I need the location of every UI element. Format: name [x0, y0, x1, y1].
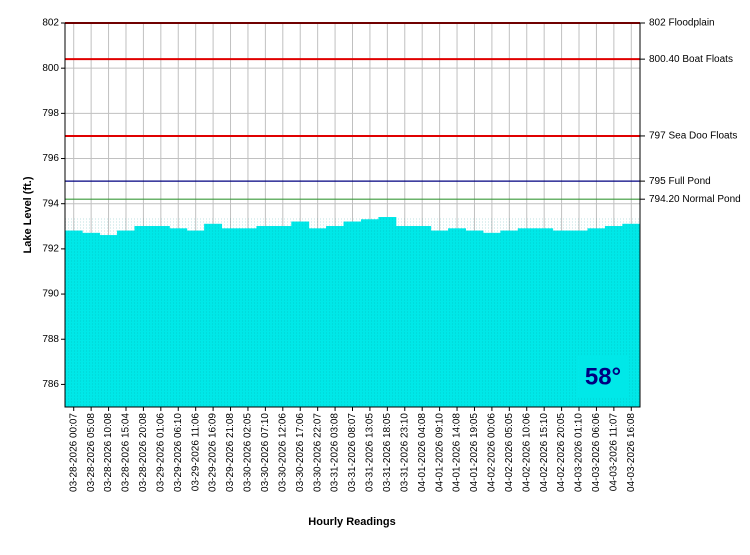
reference-label: 797 Sea Doo Floats: [649, 131, 737, 142]
x-tick-label: 04-02-2026 00:06: [487, 413, 498, 492]
y-tick-label: 798: [42, 108, 59, 119]
x-tick-label: 03-30-2026 07:10: [260, 413, 271, 492]
x-tick-label: 03-30-2026 17:06: [295, 413, 306, 492]
plot-border: [64, 22, 641, 408]
y-tick-label: 796: [42, 153, 59, 164]
reference-label: 802 Floodplain: [649, 18, 715, 29]
bar: [151, 226, 170, 408]
y-axis-label: Lake Level (ft.): [22, 176, 34, 253]
x-tick-label: 04-02-2026 20:05: [556, 413, 567, 492]
y-tick-label: 800: [42, 63, 59, 74]
y-tick-label: 794: [42, 198, 59, 209]
x-tick-label: 03-30-2026 22:07: [312, 413, 323, 492]
x-tick-label: 04-01-2026 04:08: [417, 413, 428, 492]
bar: [64, 230, 83, 408]
y-tick-label: 790: [42, 289, 59, 300]
bar: [395, 226, 414, 408]
bar: [326, 226, 345, 408]
x-tick-label: 04-02-2026 05:05: [504, 413, 515, 492]
x-tick-label: 03-29-2026 21:08: [225, 413, 236, 492]
x-tick-label: 04-01-2026 19:05: [469, 413, 480, 492]
bar: [360, 219, 379, 408]
x-tick-label: 04-03-2026 11:07: [609, 413, 620, 492]
bar: [465, 230, 484, 408]
x-tick-label: 04-02-2026 15:10: [539, 413, 550, 492]
badge: 58°: [585, 363, 621, 390]
x-tick-label: 04-03-2026 01:10: [574, 413, 585, 492]
bar: [517, 228, 536, 408]
x-tick-label: 03-28-2026 20:08: [138, 413, 149, 492]
x-tick-label: 04-03-2026 16:08: [626, 413, 637, 492]
x-tick-label: 03-29-2026 01:06: [155, 413, 166, 492]
y-tick-label: 786: [42, 379, 59, 390]
bar: [117, 230, 135, 408]
x-tick-label: 03-30-2026 12:06: [277, 413, 288, 492]
reference-label: 795 Full Pond: [649, 176, 711, 187]
bar: [99, 235, 118, 408]
bar: [134, 226, 153, 408]
x-tick-label: 04-01-2026 09:10: [434, 413, 445, 492]
x-tick-label: 04-02-2026 10:06: [521, 413, 532, 492]
x-tick-label: 03-28-2026 15:04: [121, 413, 132, 492]
bar: [378, 217, 397, 408]
reference-label: 800.40 Boat Floats: [649, 54, 733, 65]
x-tick-label: 03-29-2026 06:10: [173, 413, 184, 492]
bar: [169, 228, 188, 408]
x-tick-label: 03-29-2026 16:09: [208, 413, 219, 492]
bar: [204, 223, 223, 408]
bar: [343, 221, 362, 408]
bar: [273, 226, 292, 408]
bar: [552, 230, 571, 408]
y-tick-label: 802: [42, 18, 59, 29]
x-tick-label: 03-31-2026 08:07: [347, 413, 358, 492]
bar: [430, 230, 449, 408]
x-tick-label: 03-31-2026 18:05: [382, 413, 393, 492]
x-axis-label: Hourly Readings: [308, 516, 395, 528]
bar: [448, 228, 467, 408]
badge-bg: [578, 356, 628, 398]
x-tick-label: 03-31-2026 23:10: [399, 413, 410, 492]
x-tick-label: 03-28-2026 00:07: [68, 413, 79, 492]
x-tick-label: 03-28-2026 05:08: [86, 413, 97, 492]
x-tick-label: 03-29-2026 11:06: [190, 413, 201, 492]
y-tick-label: 792: [42, 244, 59, 255]
x-tick-label: 04-01-2026 14:08: [452, 413, 463, 492]
x-tick-label: 03-28-2026 10:08: [103, 413, 114, 492]
reference-label: 794.20 Normal Pond: [649, 194, 741, 205]
bar: [500, 230, 519, 408]
bar: [82, 232, 101, 408]
bar: [256, 226, 275, 408]
x-tick-label: 03-31-2026 03:08: [330, 413, 341, 492]
x-tick-label: 03-31-2026 13:05: [365, 413, 376, 492]
y-tick-label: 788: [42, 334, 59, 345]
x-tick-label: 03-30-2026 02:05: [243, 413, 254, 492]
x-tick-label: 04-03-2026 06:06: [591, 413, 602, 492]
bar: [413, 226, 432, 408]
bar: [186, 230, 205, 408]
bar: [291, 221, 310, 408]
bar: [535, 228, 554, 408]
